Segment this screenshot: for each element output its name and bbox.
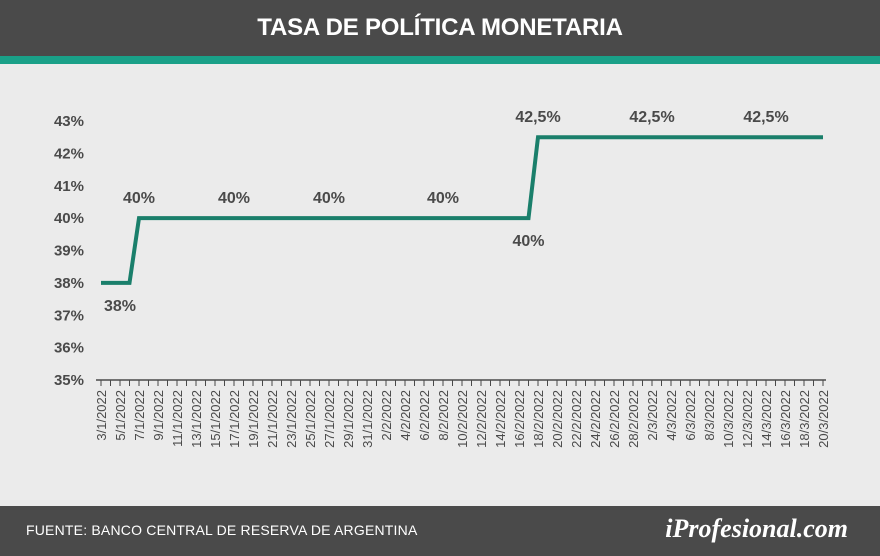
- x-tick-label: 23/1/2022: [284, 390, 299, 448]
- x-tick-label: 14/3/2022: [759, 390, 774, 448]
- x-tick-label: 16/2/2022: [512, 390, 527, 448]
- x-tick-label: 8/2/2022: [436, 390, 451, 441]
- series-layer: [101, 135, 823, 285]
- x-tick-label: 25/1/2022: [303, 390, 318, 448]
- source-note: FUENTE: BANCO CENTRAL DE RESERVA DE ARGE…: [26, 522, 418, 538]
- y-tick-label: 35%: [54, 372, 84, 389]
- x-tick-label: 6/3/2022: [683, 390, 698, 441]
- data-label: 42,5%: [743, 109, 788, 126]
- x-tick-label: 2/3/2022: [645, 390, 660, 441]
- y-tick-label: 36%: [54, 340, 84, 357]
- data-label: 40%: [218, 190, 250, 207]
- x-tick-label: 20/3/2022: [816, 390, 831, 448]
- x-tick-label: 4/3/2022: [664, 390, 679, 441]
- y-tick-label: 41%: [54, 178, 84, 195]
- x-tick-label: 17/1/2022: [227, 390, 242, 448]
- x-tick-label: 8/3/2022: [702, 390, 717, 441]
- y-tick-label: 42%: [54, 145, 84, 162]
- x-tick-label: 26/2/2022: [607, 390, 622, 448]
- x-tick-label: 13/1/2022: [189, 390, 204, 448]
- series-line: [101, 135, 823, 285]
- x-tick-label: 18/3/2022: [797, 390, 812, 448]
- data-labels: 38% 40% 40% 40% 40% 40% 42,5% 42,5% 42,5%: [104, 109, 789, 315]
- x-tick-label: 29/1/2022: [341, 390, 356, 448]
- x-tick-label: 12/3/2022: [740, 390, 755, 448]
- x-tick-label: 9/1/2022: [151, 390, 166, 441]
- x-tick-label: 10/3/2022: [721, 390, 736, 448]
- x-tick-label: 21/1/2022: [265, 390, 280, 448]
- data-label: 40%: [123, 190, 155, 207]
- data-label: 40%: [427, 190, 459, 207]
- x-tick-label: 14/2/2022: [493, 390, 508, 448]
- y-axis-ticks: 35% 36% 37% 38% 39% 40% 41% 42% 43%: [54, 113, 84, 389]
- x-tick-label: 15/1/2022: [208, 390, 223, 448]
- line-chart: 35% 36% 37% 38% 39% 40% 41% 42% 43% 3/1/2022 5/1/…: [54, 109, 831, 448]
- data-label: 40%: [313, 190, 345, 207]
- y-tick-label: 37%: [54, 307, 84, 324]
- x-tick-label: 31/1/2022: [360, 390, 375, 448]
- x-axis: 3/1/2022 5/1/2022 7/1/2022 9/1/2022 11/1/202…: [94, 379, 831, 448]
- y-tick-label: 38%: [54, 275, 84, 292]
- x-tick-label: 2/2/2022: [379, 390, 394, 441]
- x-tick-label: 11/1/2022: [170, 390, 185, 447]
- x-tick-label: 24/2/2022: [588, 390, 603, 448]
- x-tick-label: 28/2/2022: [626, 390, 641, 448]
- data-label: 38%: [104, 298, 136, 315]
- x-tick-label: 10/2/2022: [455, 390, 470, 448]
- x-tick-label: 18/2/2022: [531, 390, 546, 448]
- data-label: 42,5%: [629, 109, 674, 126]
- x-tick-label: 16/3/2022: [778, 390, 793, 448]
- x-tick-label: 4/2/2022: [398, 390, 413, 441]
- chart-footer: FUENTE: BANCO CENTRAL DE RESERVA DE ARGE…: [0, 506, 880, 556]
- chart-title: TASA DE POLÍTICA MONETARIA: [257, 14, 623, 41]
- x-tick-label: 5/1/2022: [113, 390, 128, 441]
- y-tick-label: 40%: [54, 210, 84, 227]
- x-tick-label: 27/1/2022: [322, 390, 337, 448]
- y-tick-label: 43%: [54, 113, 84, 130]
- brand-logo: iProfesional.com: [665, 514, 848, 543]
- accent-bar: [0, 56, 880, 64]
- x-tick-label: 22/2/2022: [569, 390, 584, 448]
- x-tick-label: 19/1/2022: [246, 390, 261, 448]
- x-tick-label: 12/2/2022: [474, 390, 489, 448]
- data-label: 42,5%: [515, 109, 560, 126]
- data-label: 40%: [512, 233, 544, 250]
- x-tick-label: 20/2/2022: [550, 390, 565, 448]
- chart-header: TASA DE POLÍTICA MONETARIA: [0, 0, 880, 56]
- y-tick-label: 39%: [54, 243, 84, 260]
- x-tick-label: 6/2/2022: [417, 390, 432, 441]
- x-tick-label: 7/1/2022: [132, 390, 147, 441]
- x-tick-label: 3/1/2022: [94, 390, 109, 441]
